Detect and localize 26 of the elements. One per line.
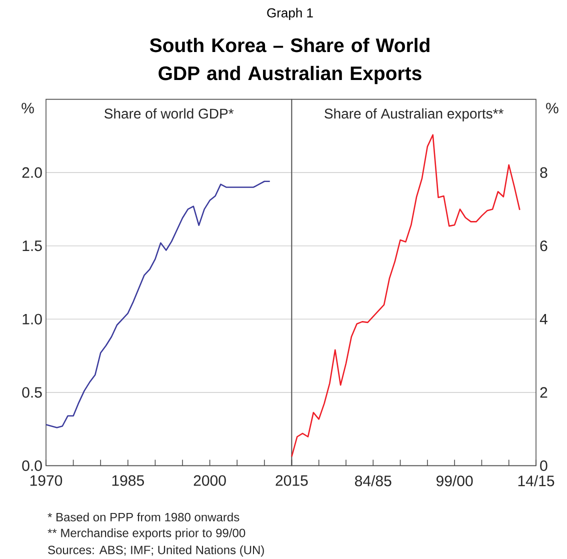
y-tick-label: 0.5 (22, 387, 42, 398)
y-tick-label: 2.0 (22, 167, 42, 178)
series-label: Share of Australian exports** (324, 108, 504, 122)
y-tick-label: 1.5 (22, 240, 42, 252)
x-tick-label: 2000 (194, 475, 226, 486)
y-tick-label: 1.0 (22, 314, 42, 324)
x-tick-label: 1985 (112, 475, 144, 486)
y2-tick-label: 0 (540, 460, 548, 472)
y-tick-label: 0.0 (22, 460, 42, 472)
y2-tick-label: 6 (540, 240, 548, 252)
y2-tick-label: 2 (540, 387, 548, 398)
y2-axis-title: % (546, 102, 558, 114)
x-tick-label: 2015 (276, 475, 308, 486)
chart-subtitle: Graph 1 (267, 8, 313, 20)
x-tick-label: 99/00 (436, 475, 473, 486)
x-tick-label: 1970 (30, 475, 62, 486)
chart-title: South Korea – Share of World GDP and Australian Exports (150, 38, 430, 84)
y-axis-title: % (22, 102, 34, 114)
x-tick-label: 84/85 (355, 475, 392, 486)
y2-tick-label: 8 (540, 167, 548, 178)
source-note: Sources: ABS; IMF; United Nations (UN) (48, 545, 264, 557)
text: * Based on PPP from 1980 onwards (48, 512, 240, 522)
text: Share of world GDP* (104, 108, 234, 119)
x-tick-label: 14/15 (518, 475, 554, 486)
text: ** Merchandise exports prior to 99/00 (48, 528, 246, 540)
y2-tick-label: 4 (540, 314, 548, 324)
